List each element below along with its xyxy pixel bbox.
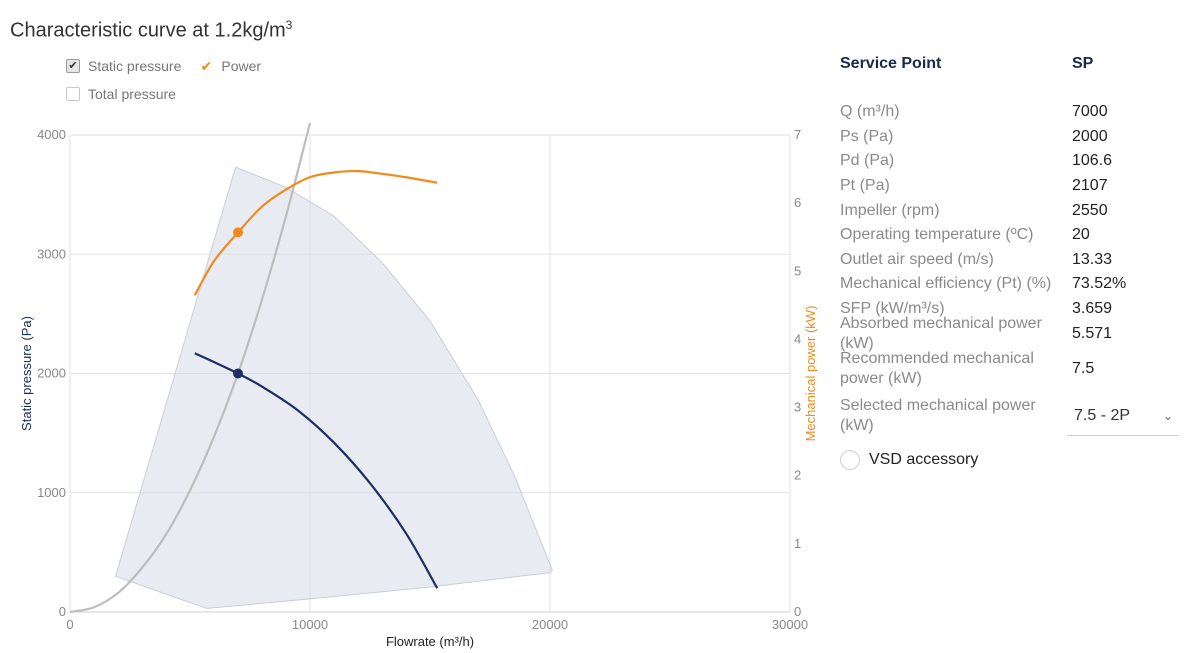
service-point-panel: Service Point SP Q (m³/h) 7000 Ps (Pa) 2000…: [840, 52, 1185, 476]
panel-row-value: 2550: [1072, 201, 1108, 219]
system-curve: [69, 122, 312, 614]
panel-row-value: 7.5: [1072, 360, 1095, 378]
chart-title-sup: 3: [285, 18, 293, 32]
panel-header-value: SP: [1072, 55, 1094, 72]
panel-row-value: 3.659: [1072, 300, 1113, 318]
x-axis-ticks: 0 10000 20000 30000: [66, 617, 808, 632]
y-tick-label: 3000: [37, 246, 66, 261]
chart-title: Characteristic curve at 1.2kg/m3: [10, 18, 292, 43]
chevron-down-icon: ⌄: [1162, 408, 1173, 423]
y-tick-label: 4000: [37, 127, 66, 142]
panel-row-value: 13.33: [1072, 250, 1113, 268]
y2-tick-label: 4: [794, 331, 801, 346]
x-tick-label: 20000: [532, 617, 568, 632]
panel-row: SFP (kW/m³/s) 3.659: [840, 297, 1185, 322]
panel-row-label: Absorbed mechanical power (kW): [840, 314, 1042, 352]
checkmark-icon[interactable]: ✔: [199, 58, 214, 74]
selected-power-value: 7.5 - 2P: [1074, 406, 1131, 424]
panel-row-label: Recommended mechanical power (kW): [840, 350, 1034, 388]
panel-row: Pt (Pa) 2107: [840, 174, 1185, 199]
y2-tick-label: 3: [794, 400, 801, 415]
panel-row: Outlet air speed (m/s) 13.33: [840, 248, 1185, 273]
legend-power-label: Power: [221, 58, 262, 74]
panel-row: Ps (Pa) 2000: [840, 125, 1185, 150]
panel-row: Absorbed mechanical power (kW) 5.571: [840, 315, 1185, 352]
panel-row-value: 20: [1072, 226, 1090, 244]
legend-total-pressure-label: Total pressure: [88, 86, 176, 102]
panel-row-label: Ps (Pa): [840, 127, 894, 145]
x-tick-label: 0: [66, 617, 73, 632]
power-line: [193, 169, 438, 296]
panel-row: Mechanical efficiency (Pt) (%) 73.52%: [840, 272, 1185, 297]
checkbox-checked-icon[interactable]: ✔: [66, 59, 80, 73]
static-pressure-service-point[interactable]: [233, 368, 243, 379]
y-axis-ticks: 0 1000 2000 3000 4000: [37, 127, 66, 619]
panel-header: Service Point SP: [840, 52, 1185, 76]
panel-row-value: 73.52%: [1072, 275, 1127, 293]
panel-row-label: Q (m³/h): [840, 103, 900, 121]
legend-static-pressure-label: Static pressure: [88, 58, 182, 74]
y-tick-label: 1000: [37, 485, 66, 500]
panel-row-label: Pt (Pa): [840, 177, 890, 195]
y-tick-label: 0: [59, 604, 66, 619]
checkbox-unchecked-icon[interactable]: [66, 87, 80, 101]
panel-row-value: 7000: [1072, 103, 1108, 121]
legend-power[interactable]: ✔ Power: [199, 58, 261, 74]
x-tick-label: 10000: [292, 617, 328, 632]
y2-axis-ticks: 0 1 2 3 4 5 6 7: [794, 127, 801, 619]
panel-header-label: Service Point: [840, 55, 942, 72]
panel-row-value: 5.571: [1072, 324, 1113, 342]
x-axis-title: Flowrate (m³/h): [386, 634, 474, 649]
legend-static-pressure[interactable]: ✔ Static pressure: [66, 58, 181, 74]
legend: ✔ Static pressure ✔ Power Total pressure: [66, 55, 279, 111]
power-service-point[interactable]: [233, 227, 243, 238]
y2-tick-label: 6: [794, 195, 801, 210]
panel-row: Recommended mechanical power (kW) 7.5: [840, 346, 1185, 393]
panel-row-label: Pd (Pa): [840, 152, 895, 170]
selected-power-row: Selected mechanical power (kW) 7.5 - 2P …: [840, 393, 1185, 440]
panel-row-value: 2107: [1072, 177, 1108, 195]
y2-tick-label: 2: [794, 468, 801, 483]
y2-axis-title: Mechanical power (kW): [803, 306, 818, 442]
y2-tick-label: 7: [794, 127, 801, 142]
y2-tick-label: 5: [794, 263, 801, 278]
chart: 0 10000 20000 30000 0 1000 2000 3000 4000 0 1 2 3 4…: [19, 122, 818, 649]
selected-power-label: Selected mechanical power (kW): [840, 397, 1036, 435]
x-tick-label: 30000: [772, 617, 808, 632]
y-tick-label: 2000: [37, 366, 66, 381]
vsd-accessory-option[interactable]: VSD accessory: [840, 444, 1185, 476]
panel-row-label: Impeller (rpm): [840, 201, 940, 219]
panel-row-value: 2000: [1072, 127, 1108, 145]
panel-row: Q (m³/h) 7000: [840, 100, 1185, 125]
chart-title-text: Characteristic curve at 1.2kg/m: [10, 19, 286, 42]
panel-row-value: 106.6: [1072, 152, 1113, 170]
panel-row-label: Mechanical efficiency (Pt) (%): [840, 275, 1052, 293]
service-point-rows: Q (m³/h) 7000 Ps (Pa) 2000 Pd (Pa) 106.6 Pt (P…: [840, 100, 1185, 393]
panel-row-label: Outlet air speed (m/s): [840, 250, 994, 268]
legend-total-pressure[interactable]: Total pressure: [66, 86, 176, 102]
panel-row-label: Operating temperature (ºC): [840, 226, 1034, 244]
panel-row: Operating temperature (ºC) 20: [840, 223, 1185, 248]
y-axis-title: Static pressure (Pa): [19, 316, 34, 431]
selected-power-dropdown[interactable]: 7.5 - 2P ⌄: [1067, 396, 1179, 437]
panel-row: Pd (Pa) 106.6: [840, 149, 1185, 174]
panel-row-label: SFP (kW/m³/s): [840, 300, 945, 318]
vsd-accessory-label: VSD accessory: [869, 450, 979, 468]
y2-tick-label: 1: [794, 536, 801, 551]
operating-envelope: [114, 166, 553, 609]
y2-tick-label: 0: [794, 604, 801, 619]
panel-row: Impeller (rpm) 2550: [840, 198, 1185, 223]
radio-unchecked-icon[interactable]: [840, 449, 860, 470]
